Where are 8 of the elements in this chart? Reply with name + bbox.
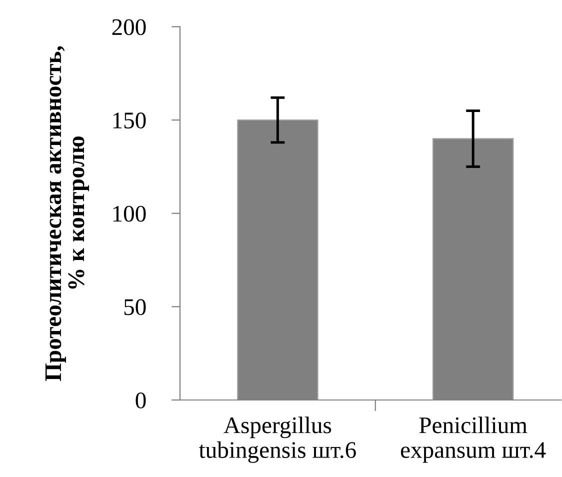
x-tick-label: Aspergillus tubingensis шт.6 <box>198 416 356 463</box>
y-tick-label: 150 <box>113 112 146 128</box>
y-axis-title: Протеолитическая активность, % к контролю <box>45 46 90 381</box>
y-tick-label: 100 <box>113 206 146 222</box>
x-tick-label: Penicillium expansum шт.4 <box>400 416 546 463</box>
y-tick-label: 200 <box>112 19 146 36</box>
y-tick-label: 0 <box>136 392 146 408</box>
y-tick-label: 50 <box>124 299 146 316</box>
